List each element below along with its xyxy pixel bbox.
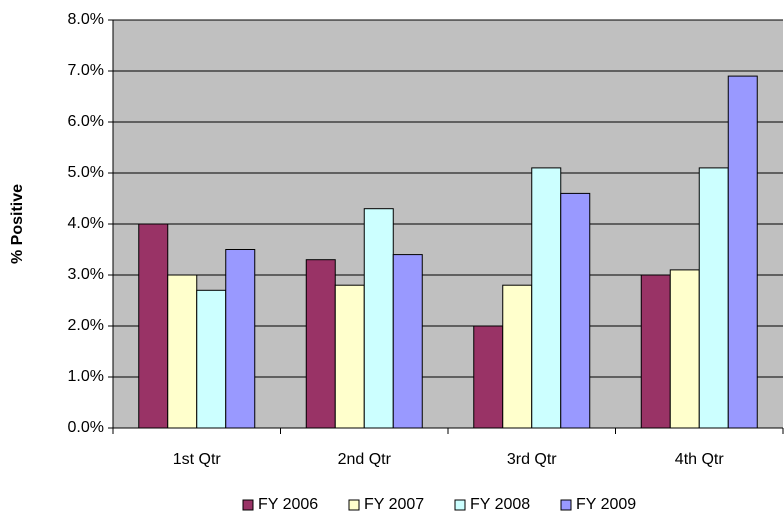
bar — [196, 289, 227, 429]
bar — [698, 167, 729, 429]
y-tick-label: 8.0% — [68, 11, 104, 28]
bar — [363, 208, 394, 429]
legend-swatch — [560, 499, 572, 511]
bar — [640, 274, 671, 429]
bar — [727, 75, 758, 429]
legend-swatch — [242, 499, 254, 511]
bar — [531, 167, 562, 429]
x-tick-label: 4th Qtr — [675, 451, 725, 468]
legend-label: FY 2007 — [364, 496, 424, 513]
bar — [473, 325, 504, 429]
x-tick-label: 3rd Qtr — [507, 451, 557, 468]
y-tick-label: 0.0% — [68, 419, 104, 436]
y-tick-label: 6.0% — [68, 113, 104, 130]
bar — [334, 284, 365, 429]
bar — [305, 259, 336, 429]
bar — [225, 249, 256, 429]
bar — [502, 284, 533, 429]
y-tick-label: 3.0% — [68, 266, 104, 283]
bar — [392, 254, 423, 429]
x-tick-label: 1st Qtr — [173, 451, 222, 468]
bar — [167, 274, 198, 429]
y-tick-label: 4.0% — [68, 215, 104, 232]
legend-label: FY 2009 — [576, 496, 636, 513]
bar — [138, 223, 169, 429]
y-tick-label: 7.0% — [68, 62, 104, 79]
x-tick-label: 2nd Qtr — [338, 451, 392, 468]
bar — [669, 269, 700, 429]
y-tick-label: 5.0% — [68, 164, 104, 181]
legend-swatch — [454, 499, 466, 511]
y-axis-label: % Positive — [9, 184, 26, 264]
legend-swatch — [348, 499, 360, 511]
legend-label: FY 2006 — [258, 496, 318, 513]
bar — [560, 192, 591, 429]
y-tick-label: 2.0% — [68, 317, 104, 334]
y-tick-label: 1.0% — [68, 368, 104, 385]
legend-label: FY 2008 — [470, 496, 530, 513]
